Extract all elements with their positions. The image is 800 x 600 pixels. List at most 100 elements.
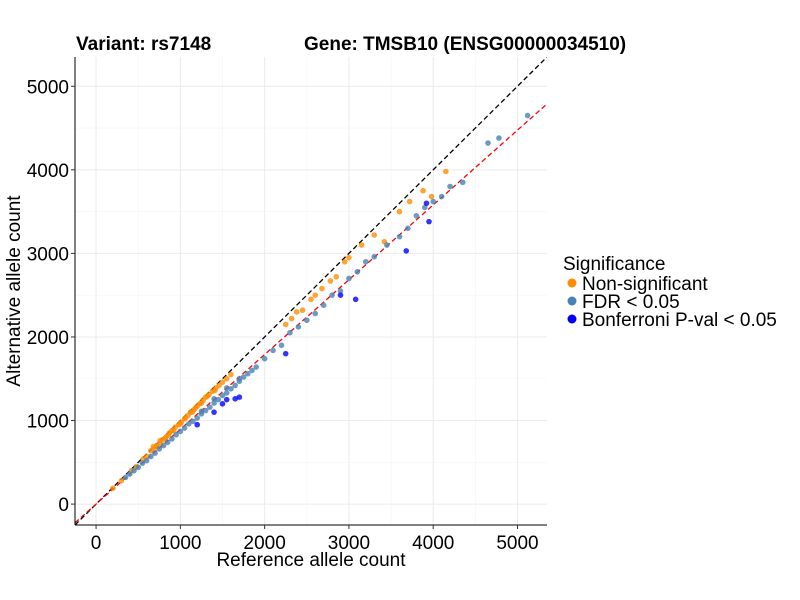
point-non-significant — [192, 405, 199, 411]
point-fdr-0-05 — [244, 370, 251, 377]
point-fdr-0-05 — [459, 179, 466, 186]
point-fdr-0-05 — [156, 446, 163, 452]
point-non-significant — [170, 427, 177, 434]
point-bonferroni-p-val-0-05 — [352, 296, 359, 303]
point-fdr-0-05 — [430, 198, 437, 205]
point-non-significant — [165, 431, 172, 438]
point-fdr-0-05 — [405, 225, 411, 232]
point-fdr-0-05 — [485, 140, 491, 146]
point-non-significant — [396, 208, 403, 215]
point-fdr-0-05 — [164, 439, 171, 446]
point-fdr-0-05 — [139, 460, 146, 466]
point-fdr-0-05 — [211, 400, 217, 406]
point-fdr-0-05 — [177, 428, 184, 435]
point-bonferroni-p-val-0-05 — [194, 421, 201, 428]
point-fdr-0-05 — [270, 347, 276, 354]
point-fdr-0-05 — [320, 302, 327, 309]
point-fdr-0-05 — [371, 253, 378, 260]
point-fdr-0-05 — [228, 385, 234, 392]
point-non-significant — [143, 453, 150, 460]
point-fdr-0-05 — [346, 275, 352, 282]
x-tick-label: 5000 — [496, 533, 538, 554]
legend-title: Significance — [563, 254, 665, 275]
point-non-significant — [371, 232, 378, 238]
point-fdr-0-05 — [198, 408, 205, 415]
point-non-significant — [327, 278, 334, 284]
point-fdr-0-05 — [169, 436, 175, 442]
point-non-significant — [341, 258, 348, 265]
chart-title-gene: Gene: TMSB10 (ENSG00000034510) — [304, 34, 626, 55]
y-tick-label: 4000 — [27, 161, 69, 182]
point-fdr-0-05 — [413, 212, 420, 219]
data-points — [110, 112, 531, 492]
x-tick-label: 1000 — [159, 533, 201, 554]
point-non-significant — [204, 393, 211, 400]
point-bonferroni-p-val-0-05 — [403, 248, 410, 254]
point-non-significant — [288, 315, 295, 322]
point-fdr-0-05 — [131, 467, 137, 474]
legend-key — [567, 278, 577, 288]
legend-key — [567, 296, 577, 306]
legend-label: Non-significant — [582, 274, 708, 295]
point-bonferroni-p-val-0-05 — [282, 350, 289, 357]
point-non-significant — [293, 309, 300, 315]
point-fdr-0-05 — [207, 404, 213, 410]
point-non-significant — [346, 254, 352, 261]
point-bonferroni-p-val-0-05 — [337, 292, 344, 298]
point-non-significant — [182, 415, 189, 421]
x-axis-label: Reference allele count — [216, 550, 406, 571]
point-bonferroni-p-val-0-05 — [211, 409, 217, 415]
legend-key — [567, 314, 577, 324]
point-bonferroni-p-val-0-05 — [223, 396, 230, 403]
point-fdr-0-05 — [215, 396, 222, 403]
point-fdr-0-05 — [236, 375, 243, 382]
y-axis-label: Alternative allele count — [4, 195, 25, 387]
point-fdr-0-05 — [447, 183, 453, 190]
point-non-significant — [308, 296, 314, 303]
y-tick-label: 5000 — [27, 77, 69, 98]
point-fdr-0-05 — [396, 233, 403, 240]
plot-gridlines — [75, 57, 547, 525]
point-non-significant — [228, 371, 234, 378]
x-tick-label: 0 — [91, 533, 102, 554]
point-non-significant — [312, 292, 319, 298]
point-fdr-0-05 — [278, 342, 285, 349]
point-non-significant — [223, 375, 230, 382]
point-fdr-0-05 — [202, 407, 209, 414]
reference-line-identity — [75, 57, 547, 525]
y-tick-label: 1000 — [27, 412, 69, 433]
point-fdr-0-05 — [190, 418, 196, 425]
point-non-significant — [282, 321, 289, 328]
point-fdr-0-05 — [261, 355, 268, 362]
point-fdr-0-05 — [362, 258, 369, 265]
point-fdr-0-05 — [496, 135, 502, 141]
y-axis-ticks: 0 1000 2000 3000 4000 5000 — [27, 77, 75, 516]
point-fdr-0-05 — [312, 310, 319, 317]
point-fdr-0-05 — [135, 464, 142, 471]
chart-title-variant: Variant: rs7148 — [76, 34, 211, 55]
point-fdr-0-05 — [249, 367, 255, 374]
point-non-significant — [406, 198, 413, 205]
point-fdr-0-05 — [303, 317, 310, 324]
y-tick-label: 2000 — [27, 328, 69, 349]
point-bonferroni-p-val-0-05 — [426, 218, 432, 225]
point-non-significant — [177, 421, 184, 427]
point-fdr-0-05 — [219, 392, 226, 399]
x-tick-label: 4000 — [412, 533, 454, 554]
point-fdr-0-05 — [122, 474, 129, 481]
point-non-significant — [420, 187, 426, 194]
point-fdr-0-05 — [194, 415, 201, 421]
point-fdr-0-05 — [384, 242, 390, 248]
point-non-significant — [198, 400, 205, 406]
point-non-significant — [319, 285, 325, 292]
point-fdr-0-05 — [295, 324, 302, 330]
x-tick-label: 2000 — [244, 533, 286, 554]
point-fdr-0-05 — [287, 329, 293, 336]
point-fdr-0-05 — [181, 425, 188, 431]
point-bonferroni-p-val-0-05 — [232, 396, 238, 402]
point-non-significant — [189, 409, 195, 415]
legend-label: Bonferroni P-val < 0.05 — [582, 310, 777, 331]
point-fdr-0-05 — [143, 457, 150, 464]
